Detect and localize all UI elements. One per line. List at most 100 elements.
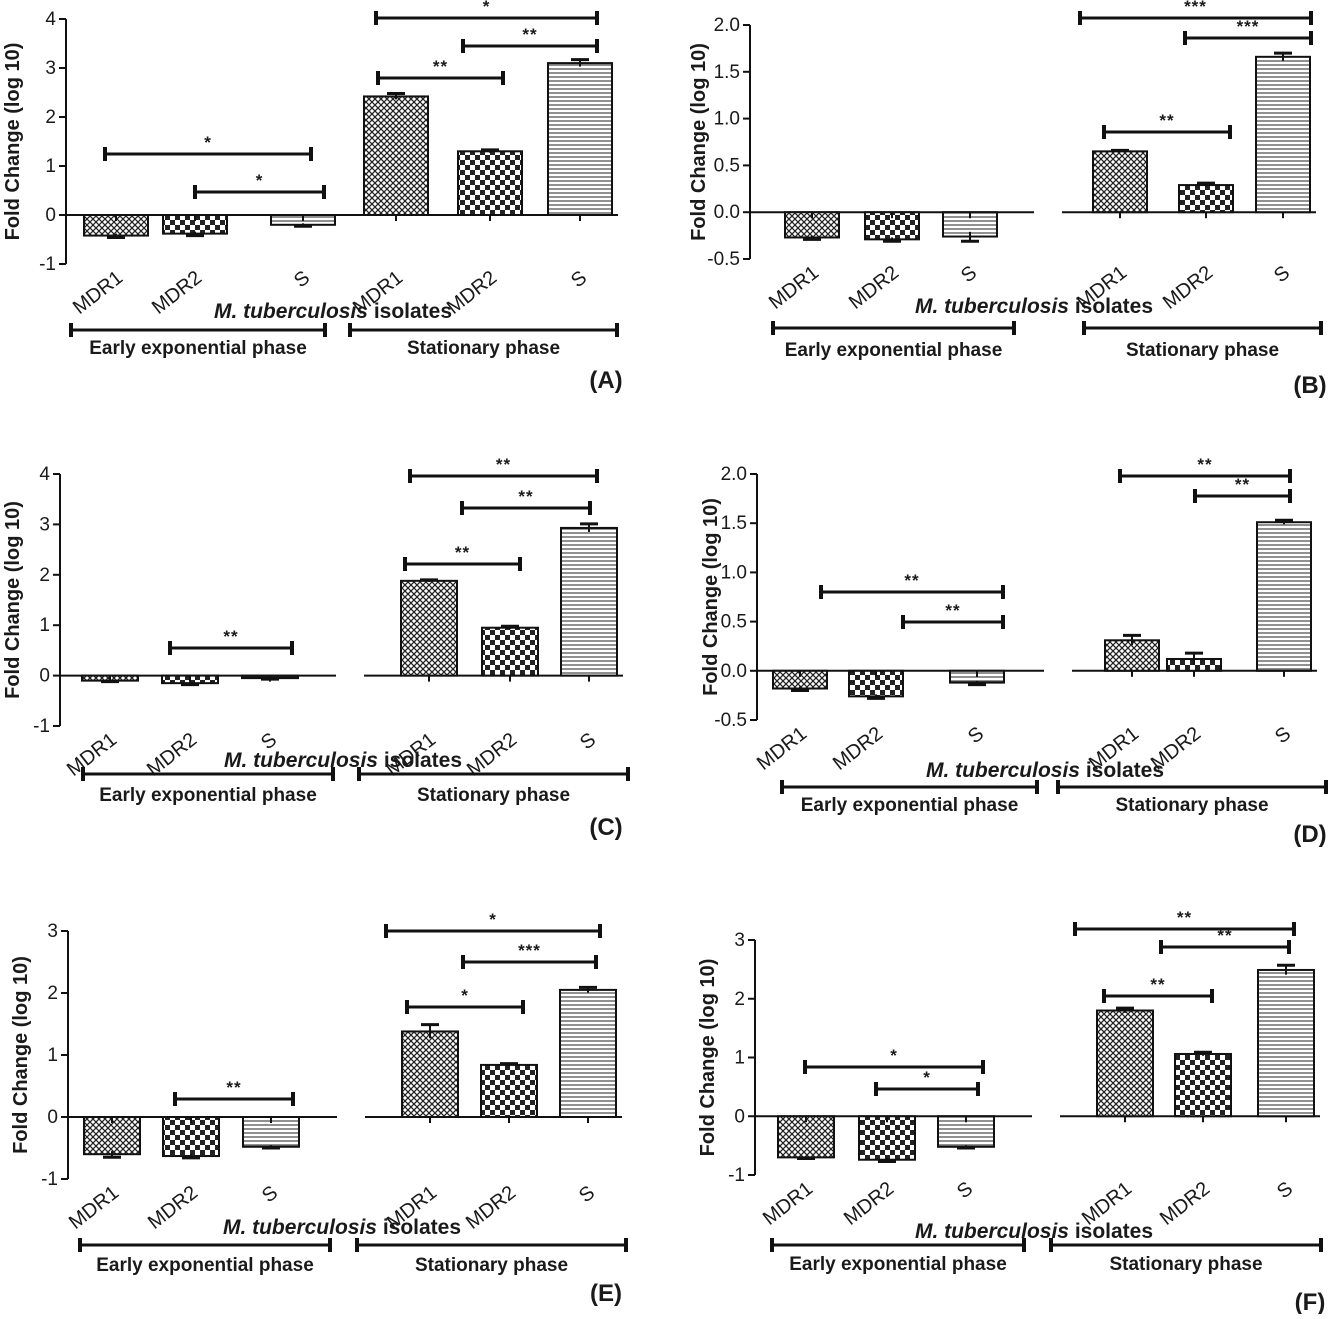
category-label: MDR2 [845, 262, 903, 314]
category-label: S [1273, 1178, 1297, 1204]
category-label: MDR2 [1159, 262, 1217, 314]
category-label: MDR1 [69, 267, 127, 319]
x-axis-title: M. tuberculosis isolates [214, 300, 452, 323]
category-label: MDR2 [148, 267, 206, 319]
y-tick-label: 1 [47, 1045, 58, 1066]
y-tick-label: 0 [734, 1106, 745, 1127]
x-axis-title-rest: isolates [377, 1216, 461, 1239]
stationary-phase-label: Stationary phase [417, 785, 570, 806]
y-tick-label: 3 [734, 930, 745, 951]
y-tick-label: 2.0 [714, 15, 740, 36]
y-tick-label: 0.0 [721, 661, 747, 682]
stationary-phase-label: Stationary phase [1109, 1254, 1262, 1275]
stationary-phase-label: Stationary phase [1126, 340, 1279, 361]
significance-label: ** [223, 627, 238, 646]
category-label: MDR2 [1156, 1178, 1214, 1230]
bar-stationary-s [560, 526, 618, 677]
y-tick-label: 1.0 [714, 109, 740, 130]
early-phase-label: Early exponential phase [96, 1255, 314, 1276]
bar-stationary-mdr2 [1178, 184, 1234, 214]
bar-stationary-mdr1 [401, 1030, 459, 1118]
category-label: MDR2 [144, 1182, 202, 1234]
significance-label: *** [1184, 0, 1207, 16]
significance-label: ** [1177, 908, 1192, 927]
bar-stationary-mdr2 [457, 150, 523, 217]
y-tick-label: 1 [39, 615, 50, 636]
x-axis-title-species: M. tuberculosis [915, 1220, 1069, 1243]
y-axis-title: Fold Change (log 10) [2, 43, 24, 241]
y-tick-label: -1 [39, 254, 56, 275]
significance-label: ** [518, 487, 533, 506]
x-axis-title: M. tuberculosis isolates [915, 295, 1153, 318]
bar-stationary-s [547, 62, 613, 216]
category-label: S [1271, 723, 1295, 749]
stationary-phase-label: Stationary phase [1115, 795, 1268, 816]
significance-label: ** [226, 1078, 241, 1097]
category-label: MDR1 [765, 262, 823, 314]
x-axis-title-species: M. tuberculosis [224, 749, 378, 772]
bar-stationary-mdr1 [400, 579, 458, 677]
significance-label: ** [1150, 975, 1165, 994]
stationary-phase-label: Stationary phase [415, 1255, 568, 1276]
x-axis-title-species: M. tuberculosis [223, 1216, 377, 1239]
panel-tag: (C) [589, 814, 622, 841]
y-tick-label: 0.5 [714, 155, 740, 176]
y-axis-title: Fold Change (log 10) [697, 959, 719, 1157]
bar-early-mdr2 [858, 1115, 916, 1161]
y-tick-label: 2.0 [721, 464, 747, 485]
panel-tag: (B) [1293, 372, 1326, 399]
y-tick-label: -1 [728, 1165, 745, 1186]
significance-label: ** [496, 455, 511, 474]
category-label: MDR1 [65, 1182, 123, 1234]
y-axis-title: Fold Change (log 10) [700, 498, 722, 696]
y-tick-label: 4 [45, 9, 56, 30]
y-tick-label: 4 [39, 464, 50, 485]
significance-label: ** [945, 601, 960, 620]
bar-stationary-mdr2 [1174, 1052, 1232, 1118]
category-label: S [1270, 262, 1294, 288]
significance-label: ** [1159, 111, 1174, 130]
category-label: MDR1 [753, 723, 811, 775]
early-phase-label: Early exponential phase [99, 785, 317, 806]
y-tick-label: 2 [734, 989, 745, 1010]
y-tick-label: 2 [47, 983, 58, 1004]
x-axis-title-rest: isolates [1069, 1220, 1153, 1243]
panel-tag: (D) [1293, 821, 1326, 848]
bar-stationary-mdr1 [1096, 1009, 1154, 1118]
bar-stationary-mdr2 [481, 626, 539, 677]
significance-label: * [890, 1046, 898, 1065]
y-axis-title: Fold Change (log 10) [2, 501, 24, 699]
x-axis-title: M. tuberculosis isolates [223, 1216, 461, 1239]
bar-stationary-mdr2 [480, 1063, 538, 1119]
bar-stationary-mdr1 [363, 95, 429, 216]
y-tick-label: 3 [39, 514, 50, 535]
significance-label: * [204, 133, 212, 152]
category-label: S [964, 723, 988, 749]
y-tick-label: 1.5 [714, 62, 740, 83]
y-axis-title: Fold Change (log 10) [10, 956, 32, 1154]
category-label: S [258, 1182, 282, 1208]
x-axis-title: M. tuberculosis isolates [224, 749, 462, 772]
early-phase-label: Early exponential phase [89, 338, 307, 359]
bar-stationary-s [1255, 55, 1311, 214]
bar-stationary-s [1257, 968, 1315, 1118]
y-tick-label: -0.5 [714, 710, 747, 731]
significance-label: ** [1197, 455, 1212, 474]
significance-label: * [923, 1068, 931, 1087]
significance-label: ** [904, 571, 919, 590]
y-tick-label: 1 [45, 156, 56, 177]
significance-label: ** [522, 25, 537, 44]
x-axis-title: M. tuberculosis isolates [915, 1220, 1153, 1243]
x-axis-title-species: M. tuberculosis [926, 759, 1080, 782]
x-axis-title-species: M. tuberculosis [214, 300, 368, 323]
category-label: MDR2 [462, 1182, 520, 1234]
y-tick-label: 2 [45, 107, 56, 128]
significance-label: ** [1235, 475, 1250, 494]
y-tick-label: -0.5 [707, 249, 740, 270]
significance-label: * [489, 910, 497, 929]
